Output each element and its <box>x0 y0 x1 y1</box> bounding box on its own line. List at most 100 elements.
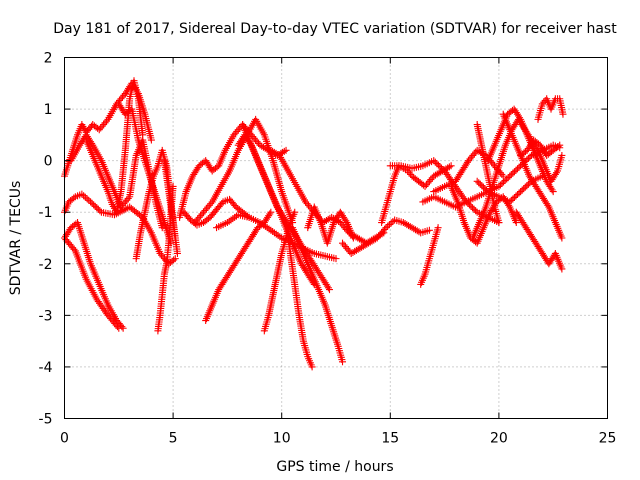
x-tick-label: 25 <box>599 431 617 447</box>
data-point <box>467 153 475 161</box>
data-point <box>496 181 504 189</box>
data-point <box>447 162 455 170</box>
y-tick-label: 1 <box>44 102 53 118</box>
series-arc-03 <box>61 190 179 268</box>
data-point <box>469 204 477 212</box>
data-point <box>478 182 486 190</box>
data-point <box>510 168 518 176</box>
data-point <box>501 177 509 185</box>
data-point <box>70 194 78 202</box>
series-arc-20 <box>289 224 347 366</box>
data-point <box>515 163 523 171</box>
data-point <box>205 201 213 209</box>
data-point <box>423 181 430 189</box>
data-point <box>266 210 274 218</box>
data-point <box>500 178 508 186</box>
data-point <box>197 212 205 220</box>
data-point <box>430 157 438 165</box>
data-point <box>70 245 78 253</box>
data-point <box>407 170 415 178</box>
x-tick-label: 15 <box>381 431 399 447</box>
data-point <box>118 323 126 331</box>
data-point <box>378 229 386 237</box>
data-point <box>489 160 497 168</box>
data-points <box>61 77 567 371</box>
data-point <box>341 224 349 232</box>
data-point <box>427 176 435 184</box>
data-point <box>554 142 562 150</box>
series-arc-22 <box>304 203 357 247</box>
data-point <box>514 165 522 173</box>
data-point <box>202 205 210 213</box>
data-point <box>509 195 517 203</box>
data-point <box>119 324 127 332</box>
data-point <box>524 154 532 162</box>
data-point <box>94 205 102 213</box>
data-point <box>516 114 524 122</box>
data-point <box>521 183 529 191</box>
data-point <box>123 196 131 204</box>
data-point <box>98 122 106 130</box>
y-tick-label: -3 <box>39 308 53 324</box>
data-point <box>192 217 200 225</box>
data-point <box>339 239 347 247</box>
data-point <box>475 179 483 187</box>
data-point <box>526 153 534 161</box>
series-arc-28 <box>430 146 507 196</box>
data-point <box>198 210 206 218</box>
data-point <box>431 158 439 166</box>
data-point <box>517 188 525 196</box>
data-point <box>538 100 546 108</box>
data-point <box>389 217 397 225</box>
data-point <box>509 169 517 177</box>
data-point <box>540 98 548 106</box>
data-point <box>558 265 566 273</box>
data-point <box>342 217 350 225</box>
data-point <box>479 183 487 191</box>
data-point <box>90 201 98 209</box>
data-point <box>102 117 110 125</box>
data-point <box>252 136 260 144</box>
y-tick-label: -1 <box>39 205 53 221</box>
series-arc-24 <box>378 162 455 227</box>
series-arc-32 <box>484 105 557 196</box>
data-point <box>124 194 132 202</box>
data-point <box>336 219 344 227</box>
data-point <box>382 224 390 232</box>
data-point <box>473 177 481 185</box>
y-tick-label: -5 <box>39 412 53 428</box>
data-point <box>421 182 429 190</box>
data-point <box>498 179 506 187</box>
data-point <box>512 166 520 174</box>
y-tick-label: -4 <box>39 360 53 376</box>
data-point <box>303 200 311 208</box>
data-point <box>512 219 520 227</box>
data-point <box>495 219 503 227</box>
data-point <box>433 160 441 168</box>
data-point <box>552 169 560 177</box>
data-point <box>170 256 178 264</box>
data-point <box>97 124 105 132</box>
data-point <box>341 243 349 251</box>
data-point <box>233 127 241 135</box>
data-point <box>376 231 384 239</box>
data-point <box>147 136 155 144</box>
data-point <box>304 201 312 209</box>
data-point <box>230 131 238 139</box>
data-point <box>517 162 525 170</box>
x-tick-label: 0 <box>60 431 69 447</box>
data-point <box>559 110 567 118</box>
data-point <box>302 198 310 206</box>
series-arc-36 <box>534 95 567 123</box>
data-point <box>469 151 477 159</box>
data-point <box>524 180 532 188</box>
data-point <box>507 171 515 179</box>
plot-frame <box>64 57 608 419</box>
data-point <box>464 157 472 165</box>
data-point <box>495 182 503 190</box>
data-point <box>445 163 453 171</box>
data-point <box>488 158 496 166</box>
data-point <box>324 284 332 292</box>
data-point <box>384 222 392 230</box>
data-point <box>470 205 478 213</box>
